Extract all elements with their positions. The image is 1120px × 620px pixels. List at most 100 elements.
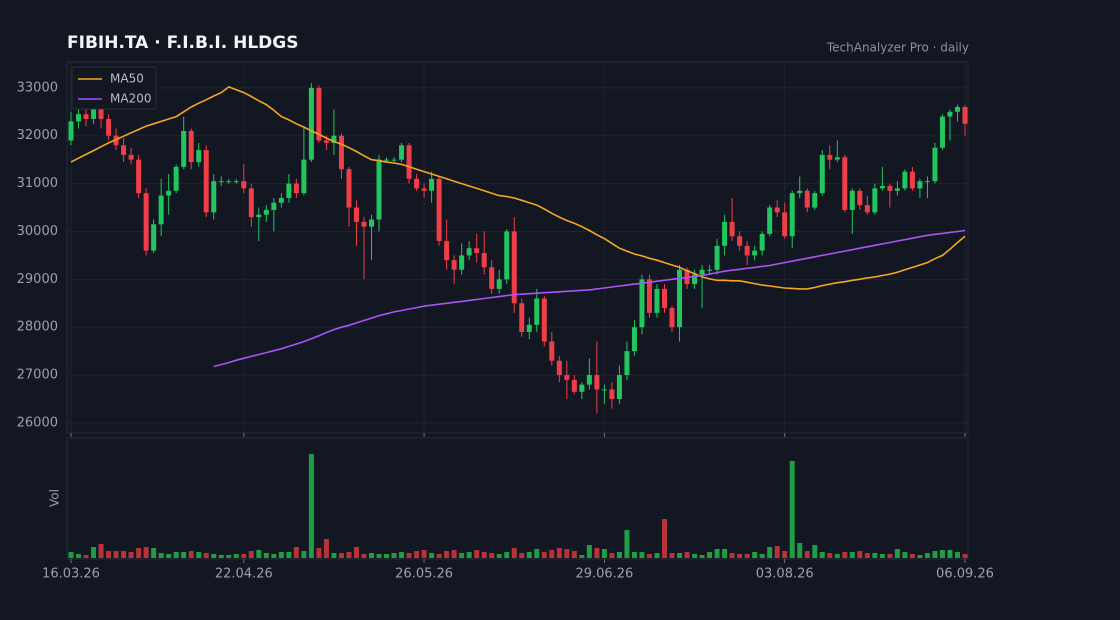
y-tick-label: 32000 (17, 128, 58, 143)
candle-body (241, 181, 247, 189)
volume-bar (188, 551, 194, 558)
volume-bar (106, 551, 112, 558)
volume-bar (782, 551, 788, 558)
volume-bar (451, 550, 457, 558)
y-tick-label: 27000 (17, 368, 58, 383)
candle-body (834, 157, 840, 160)
volume-bar (842, 552, 848, 558)
candle-body (962, 106, 968, 124)
candle-body (436, 178, 442, 242)
candle-body (729, 221, 735, 237)
volume-bar (864, 553, 870, 558)
volume-bar (767, 547, 773, 558)
candle-body (797, 190, 803, 194)
volume-bar (98, 544, 104, 558)
candle-body (526, 324, 532, 332)
candle-body (308, 87, 314, 160)
x-tick-label: 29.06.26 (575, 567, 633, 582)
legend-label: MA200 (110, 92, 151, 106)
volume-bar (707, 552, 713, 558)
candle-body (624, 351, 630, 376)
volume-bar (113, 551, 119, 558)
candle-body (278, 197, 284, 203)
volume-bar (338, 553, 344, 558)
volume-bar (91, 547, 97, 558)
volume-bar (233, 554, 239, 558)
volume-bar (834, 554, 840, 558)
price-panel (66, 61, 969, 434)
volume-bar (609, 553, 615, 558)
candle-body (631, 327, 637, 352)
candle-body (113, 135, 119, 146)
volume-bar (218, 555, 224, 558)
volume-bar (947, 550, 953, 558)
candle-body (549, 341, 555, 361)
volume-bar (369, 553, 375, 558)
volume-bar (789, 461, 795, 558)
legend-label: MA50 (110, 72, 144, 86)
chart-subtitle: TechAnalyzer Pro · daily (826, 41, 969, 55)
candle-body (151, 224, 157, 251)
ma-line (213, 229, 966, 368)
volume-bar (556, 548, 562, 558)
volume-bar (399, 552, 405, 558)
candle-body (338, 135, 344, 170)
volume-bar (616, 552, 622, 558)
candle-body (128, 154, 134, 160)
candle-body (842, 157, 848, 210)
volume-panel (66, 437, 969, 560)
volume-bar (579, 555, 585, 558)
legend: MA50 MA200 (71, 66, 157, 110)
candle-body (894, 188, 900, 191)
volume-bar (466, 552, 472, 558)
volume-bar (474, 550, 480, 558)
candle-body (263, 209, 269, 215)
candle-body (196, 150, 202, 163)
candle-body (248, 188, 254, 218)
volume-bar (752, 552, 758, 558)
candle-body (669, 308, 675, 328)
candle-body (91, 109, 97, 119)
volume-bar (278, 552, 284, 558)
volume-bar (301, 551, 307, 558)
volume-bar (136, 548, 142, 558)
candle-body (699, 269, 705, 275)
volume-bar (909, 554, 915, 558)
volume-bar (308, 454, 314, 558)
volume-bar (196, 552, 202, 558)
volume-bar (83, 555, 89, 558)
candle-body (421, 188, 427, 191)
volume-bar (391, 553, 397, 558)
volume-bar (248, 551, 254, 558)
candle-body (767, 207, 773, 234)
volume-bar (353, 547, 359, 558)
candle-body (489, 267, 495, 289)
volume-bar (504, 552, 510, 558)
volume-bar (121, 551, 127, 558)
candle-body (98, 109, 104, 119)
volume-bar (887, 554, 893, 558)
candle-body (166, 190, 172, 196)
candle-body (271, 202, 277, 210)
candle-body (369, 219, 375, 227)
volume-bar (421, 550, 427, 558)
volume-bar (759, 554, 765, 558)
candle-body (677, 269, 683, 328)
volume-bar (331, 553, 337, 558)
volume-bar (624, 530, 630, 558)
y-tick-label: 28000 (17, 320, 58, 335)
volume-bar (902, 552, 908, 558)
volume-bar (744, 554, 750, 558)
candle-body (872, 188, 878, 213)
volume-bar (924, 553, 930, 558)
candle-body (804, 190, 810, 208)
y-tick-label: 26000 (17, 415, 58, 430)
candle-body (789, 193, 795, 237)
candle-body (181, 130, 187, 167)
volume-bar (429, 553, 435, 558)
candle-body (594, 375, 600, 390)
volume-bar (812, 545, 818, 558)
candle-body (722, 221, 728, 246)
candle-body (534, 298, 540, 325)
